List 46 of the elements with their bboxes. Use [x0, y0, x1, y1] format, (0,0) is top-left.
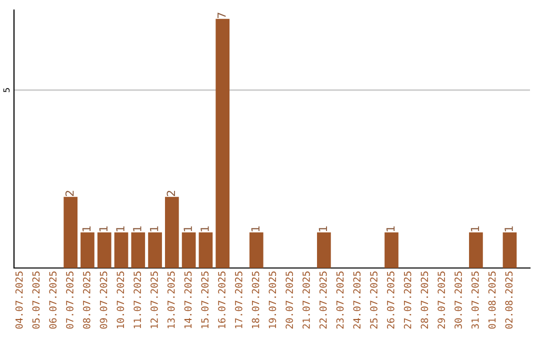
x-tick-label: 22.07.2025 [319, 272, 327, 329]
data-label: 1 [82, 226, 91, 232]
data-label: 7 [218, 12, 226, 18]
x-tick-label: 09.07.2025 [100, 272, 108, 329]
data-label: 2 [65, 190, 74, 196]
x-tick-label: 19.07.2025 [268, 272, 276, 328]
x-tick-label: 28.07.2025 [420, 272, 428, 329]
x-tick-label: 06.07.2025 [49, 272, 57, 329]
data-label: 2 [166, 190, 175, 196]
x-tick-label: 05.07.2025 [32, 272, 40, 329]
y-tick-label: 5 [3, 88, 10, 92]
x-tick-label: 01.08.2025 [488, 272, 496, 329]
data-label: 1 [386, 226, 395, 232]
data-label: 1 [133, 226, 142, 232]
x-tick-label: 31.07.2025 [471, 272, 479, 329]
x-tick-label: 16.07.2025 [218, 272, 226, 328]
x-tick-label: 04.07.2025 [15, 272, 23, 329]
x-tick-label: 29.07.2025 [438, 272, 446, 329]
x-tick-label: 08.07.2025 [82, 272, 90, 329]
data-label: 1 [116, 226, 124, 232]
x-tick-label: 14.07.2025 [184, 272, 192, 328]
data-label: 1 [184, 226, 192, 232]
x-tick-label: 12.07.2025 [150, 272, 158, 328]
data-label: 1 [200, 226, 209, 232]
data-label: 1 [504, 226, 513, 232]
x-tick-label: 21.07.2025 [302, 272, 310, 329]
x-tick-label: 17.07.2025 [234, 272, 242, 328]
x-tick-label: 02.08.2025 [505, 272, 513, 329]
x-tick-label: 13.07.2025 [167, 272, 175, 328]
x-tick-label: 24.07.2025 [353, 272, 361, 329]
x-tick-label: 15.07.2025 [201, 272, 209, 328]
x-tick-label: 25.07.2025 [370, 272, 378, 329]
x-tick-label: 26.07.2025 [386, 272, 394, 329]
data-label: 1 [150, 226, 158, 232]
data-label: 1 [470, 226, 480, 232]
x-tick-label: 11.07.2025 [134, 272, 141, 328]
x-tick-label: 30.07.2025 [454, 272, 462, 329]
x-tick-label: 27.07.2025 [404, 272, 412, 329]
data-label: 1 [99, 226, 108, 232]
x-tick-label: 23.07.2025 [336, 272, 344, 329]
x-tick-label: 07.07.2025 [66, 272, 74, 329]
x-tick-label: 10.07.2025 [116, 272, 124, 328]
x-tick-label: 20.07.2025 [286, 272, 294, 329]
data-label: 1 [318, 226, 328, 232]
data-label: 1 [251, 226, 260, 232]
x-tick-label: 18.07.2025 [252, 272, 260, 328]
